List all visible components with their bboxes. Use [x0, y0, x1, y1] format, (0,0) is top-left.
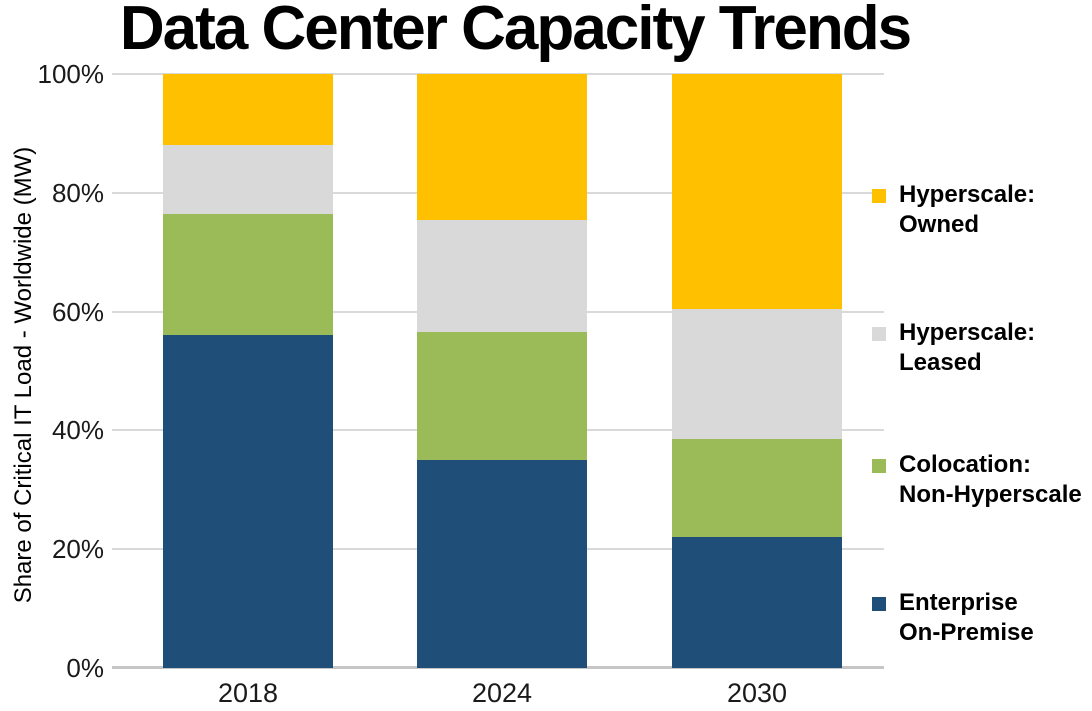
legend-swatch-icon	[872, 597, 886, 611]
bar-segment-2018-enterprise-on-premise	[163, 335, 333, 668]
x-tick-label-2024: 2024	[471, 678, 533, 708]
legend-label: Hyperscale: Owned	[899, 181, 1036, 238]
legend-item-on-premise: Enterprise On-Premise	[872, 588, 1034, 648]
y-tick-label-100: 100%	[37, 59, 105, 89]
bar-segment-2024-colocation-non-hyperscale	[417, 332, 587, 461]
legend-swatch-icon	[872, 327, 886, 341]
bar-segment-2018-hyperscale-owned	[163, 74, 333, 146]
x-tick-label-2018: 2018	[217, 678, 279, 708]
legend-item-non-hyperscale: Colocation: Non-Hyperscale	[872, 450, 1082, 510]
x-tick-label-2030: 2030	[726, 678, 788, 708]
y-tick-label-80: 80%	[51, 177, 104, 208]
bar-2018	[163, 74, 333, 668]
legend-item-leased: Hyperscale: Leased	[872, 318, 1035, 378]
y-tick-label-20: 20%	[51, 534, 104, 565]
legend-label: Colocation: Non-Hyperscale	[899, 451, 1082, 508]
bar-2030	[672, 74, 842, 668]
bar-segment-2030-colocation-non-hyperscale	[672, 439, 842, 538]
bar-segment-2018-hyperscale-leased	[163, 145, 333, 214]
plot-area	[112, 73, 884, 669]
legend-swatch-icon	[872, 189, 886, 203]
legend-label: Hyperscale: Leased	[899, 319, 1036, 376]
y-tick-label-60: 60%	[51, 296, 104, 327]
y-tick-label-40: 40%	[51, 415, 104, 446]
bar-segment-2024-hyperscale-owned	[417, 74, 587, 220]
gridline-100	[112, 73, 884, 75]
bar-segment-2024-hyperscale-leased	[417, 219, 587, 333]
bar-2024	[417, 74, 587, 668]
bar-segment-2024-enterprise-on-premise	[417, 460, 587, 668]
chart-title: Data Center Capacity Trends	[119, 0, 912, 63]
bar-segment-2030-hyperscale-owned	[672, 74, 842, 309]
legend-item-owned: Hyperscale: Owned	[872, 180, 1035, 240]
bar-segment-2030-enterprise-on-premise	[672, 537, 842, 668]
bar-segment-2018-colocation-non-hyperscale	[163, 213, 333, 336]
y-tick-label-0: 0%	[66, 653, 104, 683]
legend-swatch-icon	[872, 459, 886, 473]
legend-label: Enterprise On-Premise	[899, 589, 1034, 646]
bar-segment-2030-hyperscale-leased	[672, 308, 842, 440]
